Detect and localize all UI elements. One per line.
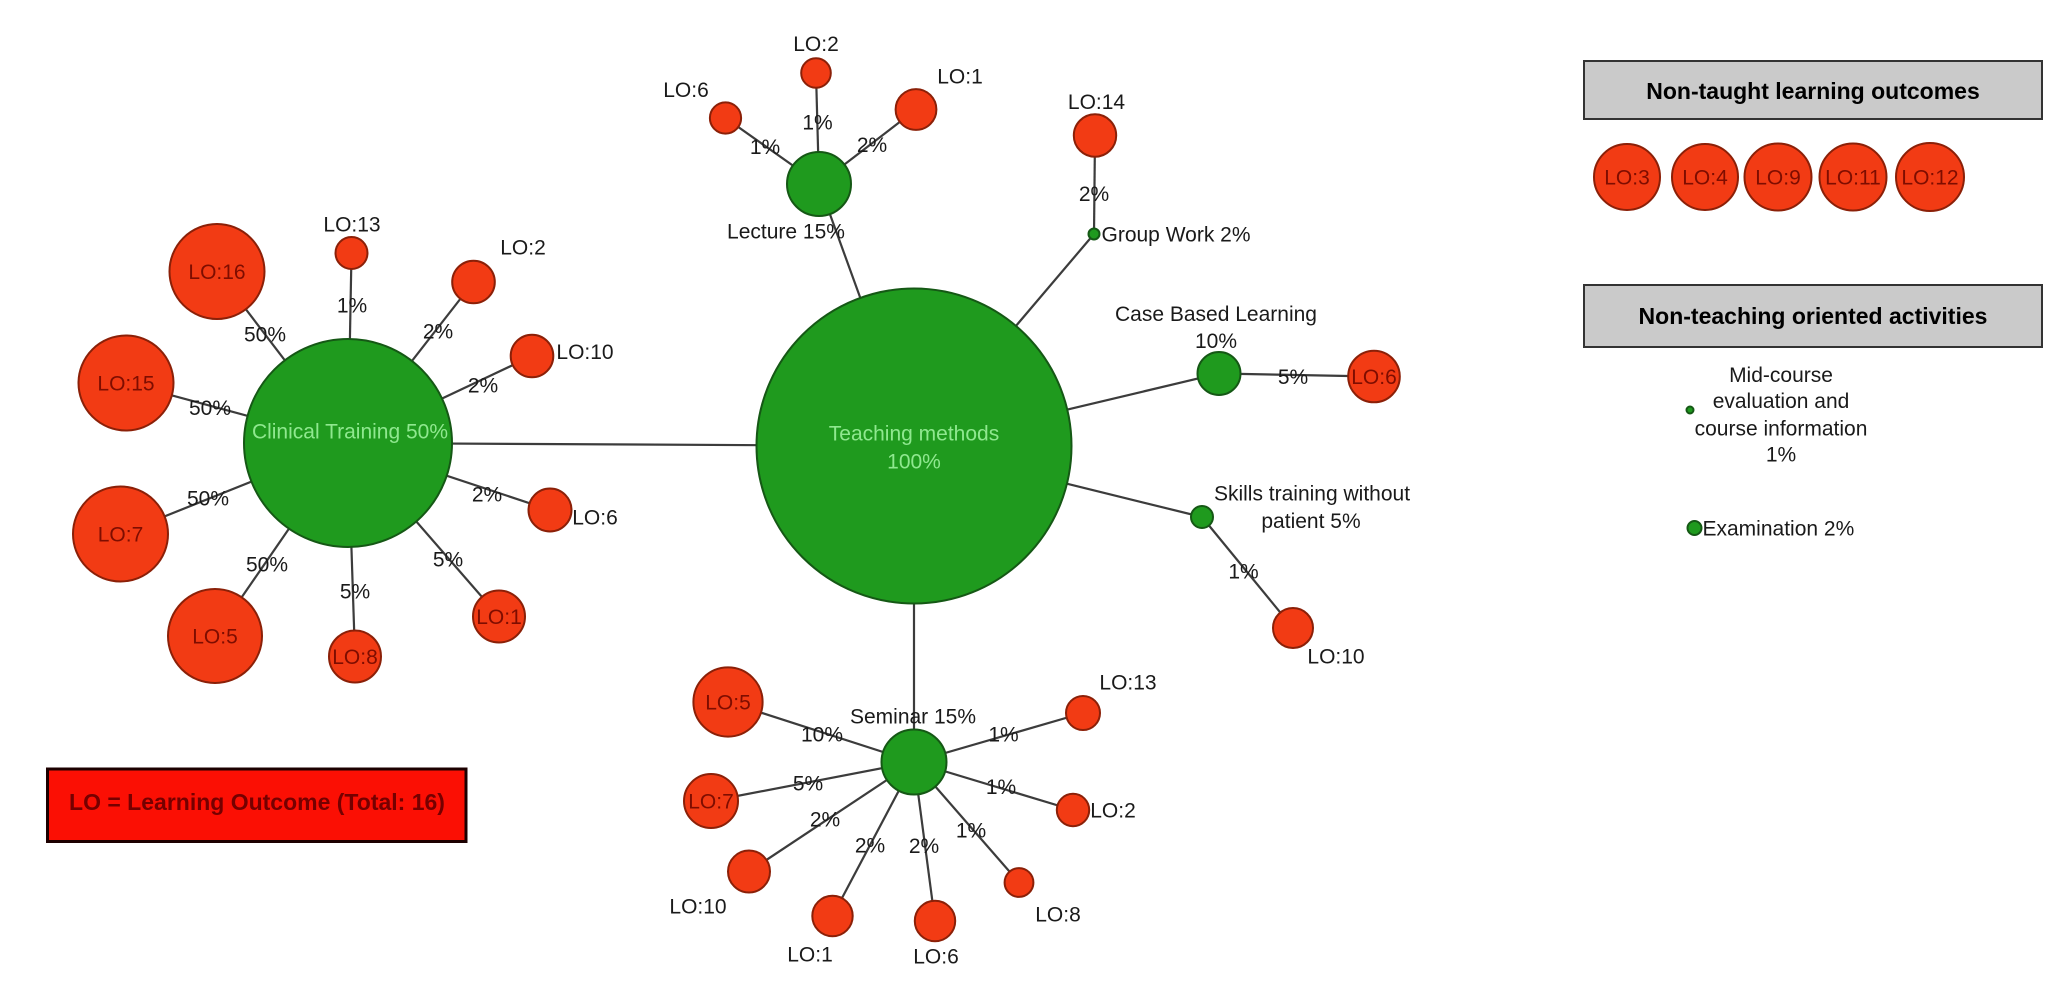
svg-text:LO:15: LO:15 [97, 373, 154, 396]
svg-text:LO:2: LO:2 [500, 237, 546, 260]
svg-text:LO:6: LO:6 [1351, 366, 1397, 389]
svg-text:LO:2: LO:2 [793, 33, 839, 56]
svg-text:10%: 10% [1195, 330, 1237, 353]
svg-text:LO:6: LO:6 [663, 79, 709, 102]
svg-text:1%: 1% [750, 136, 780, 159]
svg-text:LO:1: LO:1 [787, 944, 833, 967]
svg-text:LO:5: LO:5 [192, 626, 238, 649]
svg-text:1%: 1% [1228, 561, 1258, 584]
svg-text:1%: 1% [1766, 444, 1796, 467]
svg-text:2%: 2% [472, 484, 502, 507]
svg-text:1%: 1% [802, 112, 832, 135]
svg-text:Mid-course: Mid-course [1729, 364, 1833, 387]
svg-text:LO:4: LO:4 [1682, 167, 1728, 190]
svg-text:Clinical Training 50%: Clinical Training 50% [252, 421, 448, 444]
svg-text:LO:1: LO:1 [476, 606, 522, 629]
svg-text:Group Work 2%: Group Work 2% [1102, 224, 1251, 247]
svg-text:5%: 5% [1278, 366, 1308, 389]
svg-text:LO:8: LO:8 [332, 646, 378, 669]
svg-text:2%: 2% [810, 809, 840, 832]
svg-text:LO:5: LO:5 [705, 692, 751, 715]
svg-text:Case Based Learning: Case Based Learning [1115, 303, 1317, 326]
svg-text:LO:11: LO:11 [1825, 167, 1881, 190]
svg-text:Skills training without: Skills training without [1214, 483, 1410, 506]
svg-text:LO:3: LO:3 [1604, 167, 1650, 190]
svg-text:10%: 10% [801, 724, 843, 747]
svg-text:1%: 1% [988, 724, 1018, 747]
svg-text:LO:10: LO:10 [669, 896, 726, 919]
svg-text:50%: 50% [244, 324, 286, 347]
svg-text:LO:10: LO:10 [556, 341, 613, 364]
svg-text:LO:13: LO:13 [1099, 672, 1156, 695]
svg-text:LO:1: LO:1 [937, 66, 983, 89]
svg-text:LO:9: LO:9 [1755, 167, 1801, 190]
svg-text:Lecture 15%: Lecture 15% [727, 221, 845, 244]
svg-text:LO:6: LO:6 [913, 946, 959, 969]
svg-text:5%: 5% [793, 773, 823, 796]
svg-text:2%: 2% [857, 134, 887, 157]
svg-text:50%: 50% [246, 554, 288, 577]
svg-text:2%: 2% [423, 321, 453, 344]
svg-text:1%: 1% [986, 776, 1016, 799]
svg-text:patient 5%: patient 5% [1261, 510, 1360, 533]
svg-text:LO:14: LO:14 [1068, 91, 1126, 114]
svg-text:Non-taught learning outcomes: Non-taught learning outcomes [1646, 78, 1980, 104]
svg-text:LO:7: LO:7 [98, 524, 144, 547]
svg-text:LO = Learning Outcome (Total:: LO = Learning Outcome (Total: 16) [69, 789, 445, 815]
svg-text:1%: 1% [956, 820, 986, 843]
svg-text:2%: 2% [855, 835, 885, 858]
svg-text:2%: 2% [1079, 183, 1109, 206]
svg-text:LO:12: LO:12 [1901, 167, 1958, 190]
svg-text:LO:10: LO:10 [1307, 646, 1364, 669]
svg-text:1%: 1% [337, 295, 367, 318]
svg-text:5%: 5% [433, 549, 463, 572]
svg-text:Examination 2%: Examination 2% [1703, 518, 1855, 541]
svg-text:100%: 100% [887, 451, 941, 474]
svg-text:5%: 5% [340, 581, 370, 604]
svg-text:LO:8: LO:8 [1035, 904, 1081, 927]
svg-text:50%: 50% [189, 397, 231, 420]
svg-text:LO:2: LO:2 [1090, 800, 1136, 823]
svg-text:LO:7: LO:7 [688, 791, 734, 814]
svg-text:2%: 2% [468, 375, 498, 398]
svg-text:50%: 50% [187, 488, 229, 511]
svg-text:Non-teaching oriented activiti: Non-teaching oriented activities [1639, 303, 1988, 329]
svg-text:course information: course information [1695, 418, 1868, 441]
svg-text:LO:16: LO:16 [188, 261, 245, 284]
svg-text:LO:6: LO:6 [572, 507, 618, 530]
svg-text:Teaching methods: Teaching methods [829, 423, 999, 446]
svg-text:LO:13: LO:13 [323, 214, 380, 237]
svg-text:Seminar 15%: Seminar 15% [850, 706, 976, 729]
svg-text:2%: 2% [909, 835, 939, 858]
svg-text:evaluation and: evaluation and [1713, 390, 1850, 413]
